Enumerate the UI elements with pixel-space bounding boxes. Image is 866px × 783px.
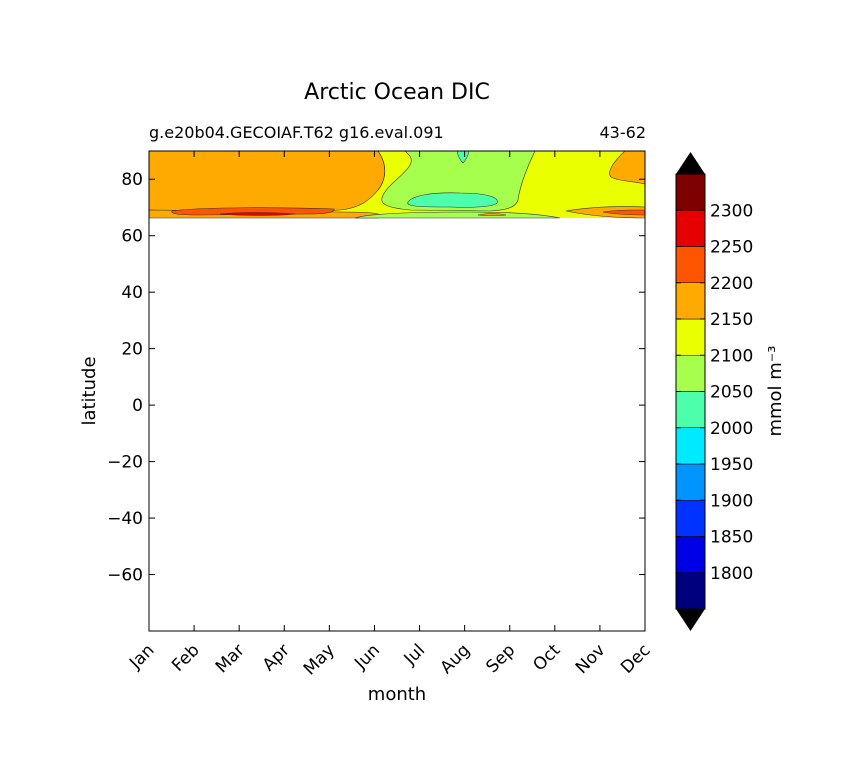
x-tick-label: Aug: [437, 640, 475, 678]
x-tick-label: Jun: [350, 640, 384, 674]
colorbar-segment: [675, 173, 706, 211]
colorbar-segment: [675, 391, 706, 428]
contour-band-2200-west: [171, 207, 335, 216]
colorbar-tick-label: 1800: [710, 564, 753, 584]
x-tick-label: Mar: [212, 640, 249, 677]
contour-band-2250-west: [219, 212, 296, 216]
colorbar-segment: [675, 282, 706, 320]
colorbar-segment: [675, 427, 706, 465]
contour-line-west-edge: [377, 150, 386, 191]
y-tick-label: 20: [121, 340, 143, 360]
x-tick-label: Sep: [482, 640, 519, 677]
contour-band-2150-west: [148, 150, 386, 213]
contour-band-2150-sliver: [477, 213, 507, 216]
chart-title: Arctic Ocean DIC: [304, 80, 490, 105]
y-tick-label: −60: [107, 566, 143, 586]
colorbar-segment: [675, 210, 706, 247]
x-tick-label: Nov: [572, 640, 610, 678]
colorbar-tick-label: 2050: [710, 383, 753, 403]
y-tick-label: 0: [132, 396, 143, 416]
plot-area: Jan Feb Mar Apr May Jun Jul Aug Sep Oct Nov Dec 80 6…: [107, 150, 655, 679]
y-tick-label: −40: [107, 509, 143, 529]
y-tick-label: 80: [121, 170, 143, 190]
x-tick-label: May: [300, 640, 339, 679]
contour-band-2000-notch: [456, 150, 470, 164]
x-tick-label: Jan: [125, 640, 158, 673]
contour-band-2000-aug: [407, 192, 498, 208]
x-tick-label: Apr: [259, 640, 294, 675]
chart-subtitle-right: 43-62: [600, 123, 647, 142]
colorbar-segment: [675, 355, 706, 392]
colorbar-label: mmol m⁻³: [765, 345, 786, 436]
plot-frame: [148, 150, 646, 632]
colorbar-segment: [675, 318, 706, 356]
colorbar-tick-label: 2300: [710, 201, 753, 221]
colorbar-tick-label: 2000: [710, 419, 753, 439]
colorbar-segment: [675, 536, 706, 573]
x-tick-label: Feb: [168, 640, 203, 675]
colorbar-tick-label: 1900: [710, 491, 753, 511]
colorbar-segment: [675, 463, 706, 501]
contour-field: [148, 150, 646, 219]
colorbar-tick-label: 2150: [710, 310, 753, 330]
colorbar-segment: [675, 246, 706, 283]
x-tick-label: Oct: [529, 640, 564, 675]
contour-band-2050-low: [354, 211, 561, 219]
chart-subtitle-left: g.e20b04.GECOIAF.T62 g16.eval.091: [149, 123, 444, 142]
colorbar: 1800 1850 1900 1950 2000 2050 2100 2150 2200 2250…: [675, 152, 753, 631]
colorbar-tick-label: 1950: [710, 455, 753, 475]
colorbar-tick-label: 2100: [710, 346, 753, 366]
y-axis: 80 60 40 20 0 −20 −40 −60: [107, 170, 645, 586]
colorbar-segment: [675, 572, 706, 610]
plot-background: [149, 151, 645, 631]
colorbar-extend-under: [676, 609, 705, 631]
x-tick-label: Jul: [400, 640, 429, 669]
colorbar-tick-label: 2250: [710, 238, 753, 258]
colorbar-tick-label: 2200: [710, 274, 753, 294]
x-tick-label: Dec: [617, 640, 654, 677]
colorbar-tick-label: 1850: [710, 528, 753, 548]
x-axis-label: month: [368, 684, 426, 705]
colorbar-extend-over: [676, 152, 705, 174]
y-axis-label: latitude: [79, 356, 100, 425]
y-tick-label: 60: [121, 227, 143, 247]
y-tick-label: −20: [107, 453, 143, 473]
y-tick-label: 40: [121, 283, 143, 303]
colorbar-segment: [675, 500, 706, 537]
contour-band-2150-east: [609, 150, 646, 185]
